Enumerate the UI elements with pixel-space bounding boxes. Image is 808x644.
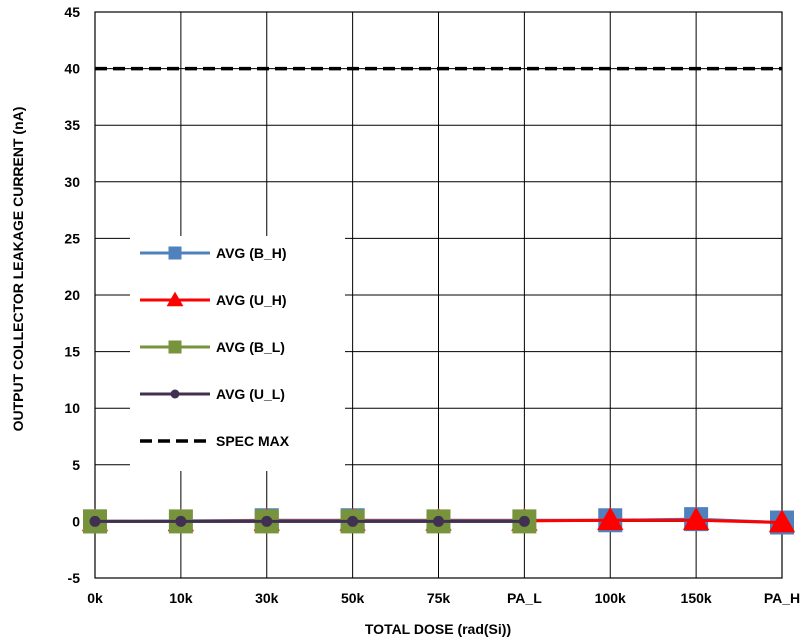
legend-item-avg-u-h: AVG (U_H) [140,291,287,308]
y-tick-label: 35 [64,117,80,133]
y-tick-label: 0 [72,513,80,529]
x-axis-label: TOTAL DOSE (rad(Si)) [365,621,511,637]
legend-label: AVG (B_H) [216,245,287,261]
legend-item-avg-b-h: AVG (B_H) [140,245,287,261]
x-tick-label: 100k [595,590,626,606]
legend-swatch-marker [168,340,182,354]
legend-swatch-marker [168,246,182,260]
legend-item-spec-max: SPEC MAX [140,433,290,449]
x-tick-label: PA_H [764,590,800,606]
data-point-avg-u-h [768,509,796,533]
data-point-avg-u-l [433,515,444,527]
series-avg-u-l [89,515,530,527]
data-point-avg-u-l [261,515,273,527]
legend-box [130,236,345,471]
legend-item-avg-b-l: AVG (B_L) [140,339,285,355]
y-axis-label: OUTPUT COLLECTOR LEAKAGE CURRENT (nA) [10,107,26,432]
y-tick-label: 15 [64,344,80,360]
x-tick-label: 30k [255,590,279,606]
y-tick-labels: -5 0 5 10 15 20 25 30 35 40 45 [64,4,80,586]
y-tick-label: 5 [72,457,80,473]
x-tick-label: PA_L [507,590,542,606]
y-tick-label: -5 [68,570,81,586]
data-series [81,507,796,535]
x-tick-label: 10k [169,590,193,606]
legend-swatch-marker [166,291,184,307]
y-tick-label: 10 [64,400,80,416]
data-point-avg-u-l [347,515,359,527]
legend: AVG (B_H) AVG (U_H) AVG (B_L) AVG (U_L) SPEC… [130,236,345,471]
y-tick-label: 25 [64,230,80,246]
y-tick-label: 20 [64,287,80,303]
x-tick-labels: 0k 10k 30k 50k 75k PA_L 100k 150k PA_H [87,590,800,606]
data-point-avg-u-h [597,507,624,531]
legend-label: AVG (U_H) [216,292,287,308]
y-tick-label: 45 [64,4,80,20]
y-tick-label: 40 [64,61,80,77]
data-point-avg-u-l [518,515,530,527]
y-tick-label: 30 [64,174,80,190]
legend-item-avg-u-l: AVG (U_L) [140,386,285,402]
legend-label: AVG (U_L) [216,386,285,402]
data-point-avg-u-l [175,515,187,527]
x-tick-label: 50k [341,590,365,606]
data-point-avg-u-h [682,507,710,531]
legend-swatch-marker [170,389,180,399]
x-tick-label: 150k [681,590,712,606]
x-tick-label: 75k [427,590,451,606]
data-point-avg-u-l [89,515,101,527]
legend-label: AVG (B_L) [216,339,285,355]
x-tick-label: 0k [87,590,103,606]
legend-label: SPEC MAX [216,433,290,449]
